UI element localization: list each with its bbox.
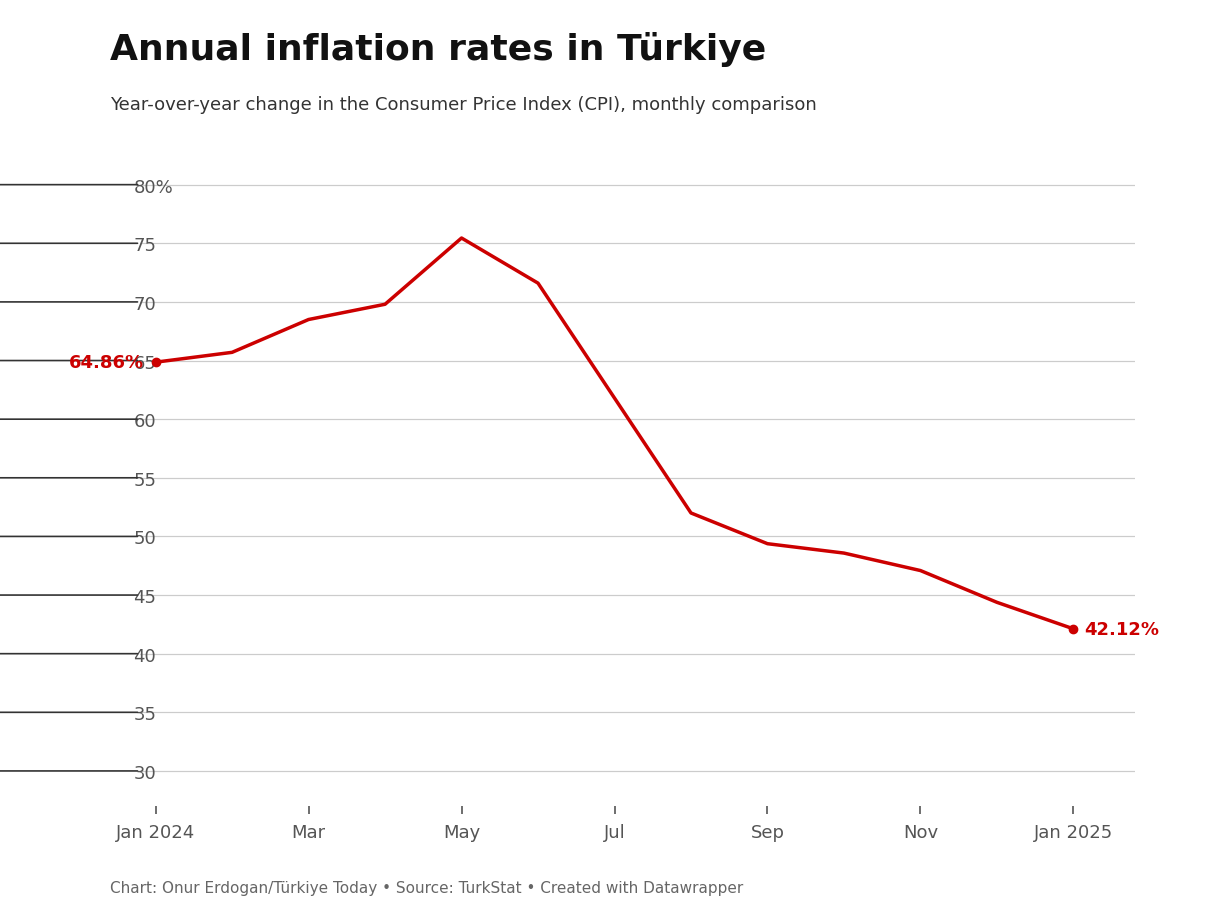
Text: Year-over-year change in the Consumer Price Index (CPI), monthly comparison: Year-over-year change in the Consumer Pr… (110, 96, 816, 114)
Text: 42.12%: 42.12% (1085, 620, 1159, 638)
Text: Annual inflation rates in Türkiye: Annual inflation rates in Türkiye (110, 32, 766, 67)
Text: Chart: Onur Erdogan/Türkiye Today • Source: TurkStat • Created with Datawrapper: Chart: Onur Erdogan/Türkiye Today • Sour… (110, 880, 743, 895)
Text: 64.86%: 64.86% (70, 353, 144, 372)
